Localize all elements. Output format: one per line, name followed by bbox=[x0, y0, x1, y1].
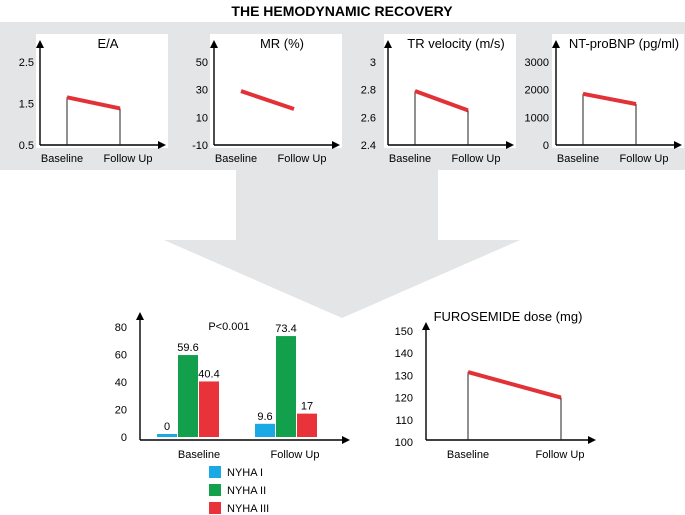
ntprobnp-y-tick-label: 1000 bbox=[525, 112, 549, 124]
furosemide-y-tick-label: 130 bbox=[395, 370, 413, 382]
legend-swatch-nyha-ii bbox=[209, 484, 221, 496]
ntprobnp-trend-line bbox=[582, 91, 637, 107]
flow-arrow-shape bbox=[164, 166, 520, 318]
nyha-y-tick-label: 0 bbox=[121, 432, 127, 444]
tr-y-axis-arrow bbox=[384, 40, 392, 48]
nyha-legend: NYHA I NYHA II NYHA III bbox=[209, 466, 269, 515]
furosemide-x-axis-arrow bbox=[588, 436, 596, 444]
nyha-bar-nyha-i-followup bbox=[255, 423, 275, 437]
tr-x-axis-arrow bbox=[506, 141, 514, 149]
nyha-data-label: 73.4 bbox=[275, 323, 296, 335]
mr-x-label-baseline: Baseline bbox=[215, 153, 257, 165]
tr-chart: TR velocity (m/s) 3 2.8 2.6 2.4 Baseline Follo… bbox=[361, 34, 516, 165]
mr-title: MR (%) bbox=[260, 36, 304, 51]
legend-label: NYHA I bbox=[227, 467, 263, 479]
tr-y-tick-label: 2.4 bbox=[361, 140, 376, 152]
legend-label: NYHA III bbox=[227, 503, 269, 515]
furosemide-trend-line bbox=[467, 370, 562, 400]
furosemide-y-tick-label: 120 bbox=[395, 393, 413, 405]
nyha-data-label: 0 bbox=[164, 421, 170, 433]
nyha-y-axis-arrow bbox=[136, 312, 144, 320]
nyha-y-tick-label: 20 bbox=[115, 405, 127, 417]
ntprobnp-x-label-baseline: Baseline bbox=[557, 153, 599, 165]
ea-y-tick-label: 1.5 bbox=[19, 99, 34, 111]
ntprobnp-x-label-followup: Follow Up bbox=[620, 153, 669, 165]
ea-panel-bg bbox=[36, 34, 168, 148]
tr-x-label-followup: Follow Up bbox=[452, 153, 501, 165]
ntprobnp-chart: NT-proBNP (pg/ml) 3000 2000 1000 0 Baseline Fo… bbox=[525, 34, 684, 165]
mr-y-axis-arrow bbox=[210, 40, 218, 48]
mr-x-axis-arrow bbox=[332, 141, 340, 149]
mr-y-tick-label: -10 bbox=[192, 140, 208, 152]
nyha-data-label: 59.6 bbox=[177, 342, 198, 354]
legend-swatch-nyha-i bbox=[209, 466, 221, 478]
nyha-y-tick-label: 60 bbox=[115, 350, 127, 362]
nyha-bar-nyha-ii-followup bbox=[276, 336, 296, 437]
mr-y-tick-label: 10 bbox=[196, 112, 208, 124]
tr-trend-line bbox=[414, 89, 469, 113]
tr-title: TR velocity (m/s) bbox=[407, 36, 505, 51]
ea-x-axis-arrow bbox=[158, 141, 166, 149]
nyha-data-label: 17 bbox=[301, 401, 313, 413]
ntprobnp-y-axis-arrow bbox=[552, 40, 560, 48]
ea-y-tick-label: 0.5 bbox=[19, 140, 34, 152]
mr-y-tick-label: 30 bbox=[196, 85, 208, 97]
ntprobnp-title: NT-proBNP (pg/ml) bbox=[569, 36, 679, 51]
mr-chart: MR (%) 50 30 10 -10 Baseline Follow Up bbox=[192, 34, 342, 165]
ea-chart: E/A 2.5 1.5 0.5 Baseline Follow Up bbox=[19, 34, 168, 165]
nyha-bar-nyha-ii-baseline bbox=[178, 355, 198, 437]
nyha-x-label-baseline: Baseline bbox=[178, 449, 220, 461]
furosemide-x-label-followup: Follow Up bbox=[536, 449, 585, 461]
ntprobnp-panel-bg bbox=[552, 34, 684, 148]
ntprobnp-x-axis-arrow bbox=[674, 141, 682, 149]
furosemide-y-axis-arrow bbox=[422, 322, 430, 330]
ea-y-axis-arrow bbox=[36, 40, 44, 48]
nyha-x-axis-arrow bbox=[342, 436, 350, 444]
mr-panel-bg bbox=[210, 34, 342, 148]
ntprobnp-y-tick-label: 0 bbox=[543, 140, 549, 152]
tr-y-tick-label: 2.8 bbox=[361, 85, 376, 97]
nyha-y-tick-label: 80 bbox=[115, 322, 127, 334]
furosemide-title: FUROSEMIDE dose (mg) bbox=[434, 309, 583, 324]
mr-y-tick-label: 50 bbox=[196, 57, 208, 69]
nyha-bar-nyha-iii-followup bbox=[297, 413, 317, 437]
legend-swatch-nyha-iii bbox=[209, 502, 221, 514]
furosemide-x-label-baseline: Baseline bbox=[447, 449, 489, 461]
mr-trend-line bbox=[240, 89, 295, 111]
ea-x-label-followup: Follow Up bbox=[104, 153, 153, 165]
mr-x-label-followup: Follow Up bbox=[278, 153, 327, 165]
nyha-x-label-followup: Follow Up bbox=[271, 449, 320, 461]
furosemide-y-tick-label: 110 bbox=[395, 415, 413, 427]
legend-label: NYHA II bbox=[227, 485, 266, 497]
tr-panel-bg bbox=[384, 34, 516, 148]
nyha-bar-nyha-iii-baseline bbox=[199, 381, 219, 437]
nyha-bar-chart: 80 60 40 20 0 P<0.001 0 9.6 59.6 73.4 40.4 17 Baseli… bbox=[115, 312, 350, 515]
tr-y-tick-label: 3 bbox=[370, 57, 376, 69]
nyha-bar-nyha-i-baseline bbox=[157, 434, 177, 437]
tr-x-label-baseline: Baseline bbox=[389, 153, 431, 165]
furosemide-y-tick-label: 140 bbox=[395, 348, 413, 360]
furosemide-chart: FUROSEMIDE dose (mg) 150 140 130 120 110 100 Ba… bbox=[395, 309, 596, 461]
ntprobnp-y-tick-label: 2000 bbox=[525, 85, 549, 97]
nyha-y-tick-label: 40 bbox=[115, 377, 127, 389]
nyha-data-label: 40.4 bbox=[198, 368, 219, 380]
furosemide-y-tick-label: 100 bbox=[395, 437, 413, 449]
tr-y-tick-label: 2.6 bbox=[361, 112, 376, 124]
ntprobnp-y-tick-label: 3000 bbox=[525, 57, 549, 69]
figure-title: THE HEMODYNAMIC RECOVERY bbox=[231, 3, 453, 19]
ea-x-label-baseline: Baseline bbox=[41, 153, 83, 165]
ea-trend-line bbox=[66, 95, 121, 111]
furosemide-y-tick-label: 150 bbox=[395, 326, 413, 338]
p-value-annotation: P<0.001 bbox=[208, 321, 249, 333]
nyha-data-label: 9.6 bbox=[257, 411, 272, 423]
ea-y-tick-label: 2.5 bbox=[19, 57, 34, 69]
ea-title: E/A bbox=[98, 36, 119, 51]
